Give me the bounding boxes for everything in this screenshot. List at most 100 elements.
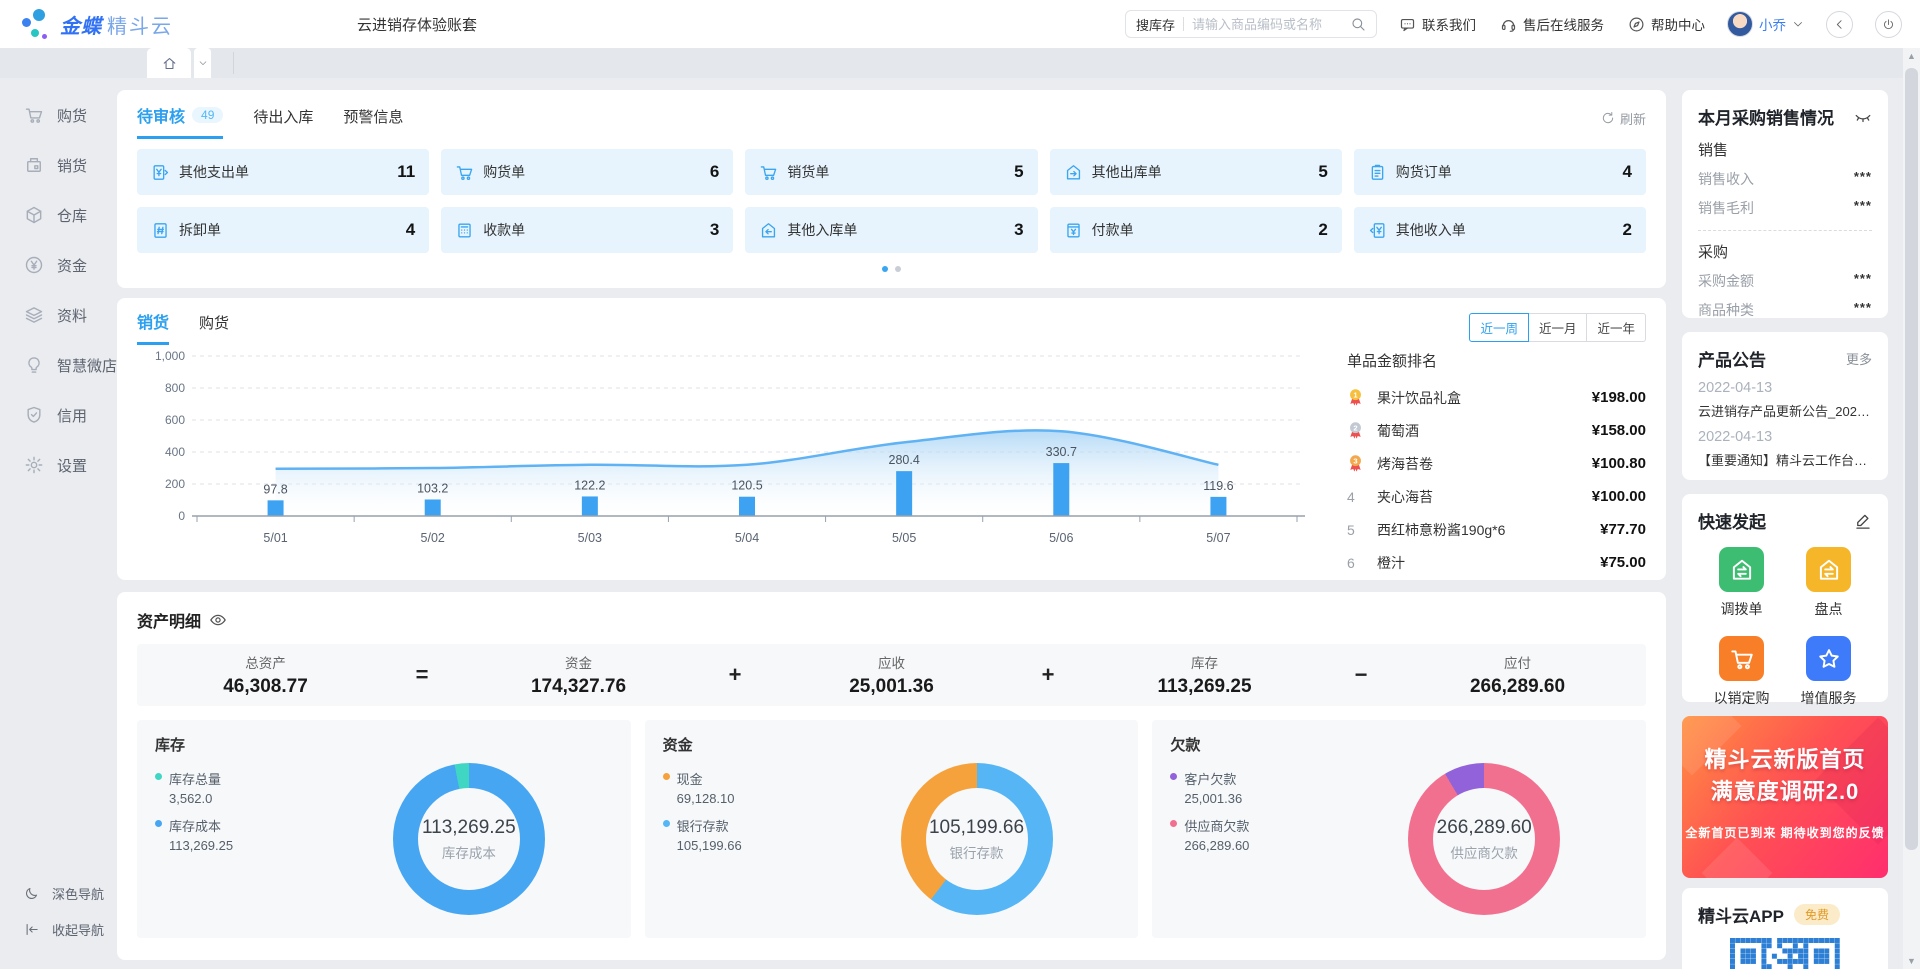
user-menu[interactable]: 小乔 <box>1727 11 1804 37</box>
donut-legend: 客户欠款25,001.36供应商欠款266,289.60 <box>1170 763 1340 915</box>
range-button[interactable]: 近一年 <box>1586 313 1646 342</box>
quick-action[interactable]: 盘点 <box>1785 547 1872 619</box>
quick-action[interactable]: 调拨单 <box>1698 547 1785 619</box>
todo-card-count: 5 <box>1014 162 1023 182</box>
quick-action[interactable]: 增值服务 <box>1785 636 1872 708</box>
ranking-row[interactable]: 4夹心海苔¥100.00 <box>1347 480 1646 513</box>
ranking-row[interactable]: 2葡萄酒¥158.00 <box>1347 414 1646 447</box>
survey-banner[interactable]: 精斗云新版首页 满意度调研2.0 全新首页已到来 期待收到您的反馈 <box>1682 716 1888 878</box>
star-icon <box>1806 636 1851 681</box>
legend-dot-icon <box>1170 773 1177 780</box>
todo-card[interactable]: 其他入库单3 <box>745 207 1037 253</box>
eye-closed-icon[interactable] <box>1854 108 1872 126</box>
todo-card[interactable]: 其他支出单11 <box>137 149 429 195</box>
donut-ring[interactable]: 266,289.60供应商欠款 <box>1408 763 1560 915</box>
sidebar-item[interactable]: 信用 <box>0 390 112 440</box>
svg-text:200: 200 <box>165 477 185 491</box>
header-link[interactable]: 帮助中心 <box>1628 14 1705 34</box>
announcement-link[interactable]: 【重要通知】精斗云工作台域... <box>1698 450 1872 469</box>
search-category-label[interactable]: 搜库存 <box>1136 15 1175 34</box>
donut-body: 客户欠款25,001.36供应商欠款266,289.60 266,289.60供应… <box>1170 763 1628 915</box>
eye-open-icon[interactable] <box>209 611 227 629</box>
todo-card[interactable]: 收款单3 <box>441 207 733 253</box>
todo-card-count: 5 <box>1318 162 1327 182</box>
svg-text:1,000: 1,000 <box>155 349 185 363</box>
sidebar-item[interactable]: 购货 <box>0 90 112 140</box>
exit-button[interactable] <box>1826 11 1853 38</box>
quick-title: 快速发起 <box>1698 508 1766 533</box>
inventory-search[interactable]: 搜库存 <box>1125 10 1377 38</box>
ranking-row[interactable]: 1果汁饮品礼盒¥198.00 <box>1347 381 1646 414</box>
sidebar-item[interactable]: 销货 <box>0 140 112 190</box>
page-scrollbar[interactable]: ▲ ▼ <box>1903 48 1920 969</box>
workspace-tabstrip <box>0 48 1920 78</box>
donut-ring[interactable]: 105,199.66银行存款 <box>901 763 1053 915</box>
todo-card-label: 拆卸单 <box>179 220 221 240</box>
ranking-row[interactable]: 5西红柿意粉酱190g*6¥77.70 <box>1347 513 1646 546</box>
legend-item: 银行存款 <box>663 816 833 835</box>
app-logo[interactable]: 金蝶 精斗云 <box>22 7 232 41</box>
todo-tab[interactable]: 预警信息 <box>343 106 403 136</box>
refresh-button[interactable]: 刷新 <box>1601 109 1646 134</box>
ranking-row[interactable]: 3烤海苔卷¥100.80 <box>1347 447 1646 480</box>
formula-item-label: 应收 <box>878 652 905 672</box>
todo-tab-badge: 49 <box>192 107 223 123</box>
more-link[interactable]: 更多 <box>1846 349 1872 368</box>
rank-number: 6 <box>1347 555 1373 571</box>
todo-card[interactable]: 销货单5 <box>745 149 1037 195</box>
tab-dropdown-button[interactable] <box>194 48 211 78</box>
todo-card[interactable]: 拆卸单 4 <box>137 207 429 253</box>
trend-tab[interactable]: 购货 <box>199 312 229 342</box>
announcement-link[interactable]: 云进销存产品更新公告_20220... <box>1698 401 1872 420</box>
layers-icon <box>24 305 44 325</box>
todo-card-count: 4 <box>406 220 415 240</box>
sidebar-footer-item[interactable]: 深色导航 <box>0 875 112 911</box>
donut-panel: 欠款客户欠款25,001.36供应商欠款266,289.60266,289.60… <box>1152 720 1646 938</box>
todo-card[interactable]: 购货单6 <box>441 149 733 195</box>
quick-action[interactable]: 以销定购 <box>1698 636 1785 708</box>
scroll-down-arrow[interactable]: ▼ <box>1903 953 1920 969</box>
sidebar-footer-item[interactable]: 收起导航 <box>0 911 112 947</box>
user-name[interactable]: 小乔 <box>1759 14 1786 34</box>
range-button[interactable]: 近一月 <box>1528 313 1588 342</box>
todo-card[interactable]: 购货订单4 <box>1354 149 1646 195</box>
ranking-row[interactable]: 6橙汁¥75.00 <box>1347 546 1646 579</box>
sidebar-item[interactable]: 智慧微店 <box>0 340 112 390</box>
logout-button[interactable] <box>1875 11 1902 38</box>
header-link[interactable]: 联系我们 <box>1399 14 1476 34</box>
scroll-up-arrow[interactable]: ▲ <box>1903 48 1920 64</box>
todo-card[interactable]: 其他收入单2 <box>1354 207 1646 253</box>
search-icon[interactable] <box>1350 16 1366 32</box>
header-link[interactable]: 售后在线服务 <box>1500 14 1604 34</box>
monthly-row-label: 销售收入 <box>1698 169 1754 189</box>
svg-text:103.2: 103.2 <box>417 481 448 495</box>
avatar[interactable] <box>1727 11 1753 37</box>
donut-chart: 113,269.25库存成本 <box>325 763 613 915</box>
todo-tab[interactable]: 待审核49 <box>137 103 223 139</box>
todo-card[interactable]: 其他出库单5 <box>1050 149 1342 195</box>
range-button[interactable]: 近一周 <box>1469 313 1529 342</box>
formula-item-value: 266,289.60 <box>1470 676 1565 698</box>
formula-operator: = <box>394 662 450 688</box>
scrollbar-thumb[interactable] <box>1905 68 1918 850</box>
sidebar-item[interactable]: 仓库 <box>0 190 112 240</box>
search-input[interactable] <box>1192 17 1342 32</box>
formula-item-label: 应付 <box>1504 652 1531 672</box>
chevron-down-icon[interactable] <box>1792 18 1804 30</box>
formula-item-value: 25,001.36 <box>849 676 934 698</box>
todo-card[interactable]: 付款单2 <box>1050 207 1342 253</box>
pagination-dot[interactable] <box>882 266 888 272</box>
chevron-down-icon <box>198 58 208 68</box>
yen-circle-icon <box>24 255 44 275</box>
ranking-item-name: 橙汁 <box>1377 553 1592 573</box>
sidebar-item[interactable]: 设置 <box>0 440 112 490</box>
sidebar-item[interactable]: 资料 <box>0 290 112 340</box>
sidebar-item[interactable]: 资金 <box>0 240 112 290</box>
trend-tab[interactable]: 销货 <box>137 309 169 345</box>
quick-action-label: 增值服务 <box>1801 688 1857 708</box>
todo-tab[interactable]: 待出入库 <box>253 106 313 136</box>
donut-ring[interactable]: 113,269.25库存成本 <box>393 763 545 915</box>
pagination-dot[interactable] <box>895 266 901 272</box>
home-tab[interactable] <box>147 48 191 78</box>
edit-pencil-icon[interactable] <box>1854 512 1872 530</box>
